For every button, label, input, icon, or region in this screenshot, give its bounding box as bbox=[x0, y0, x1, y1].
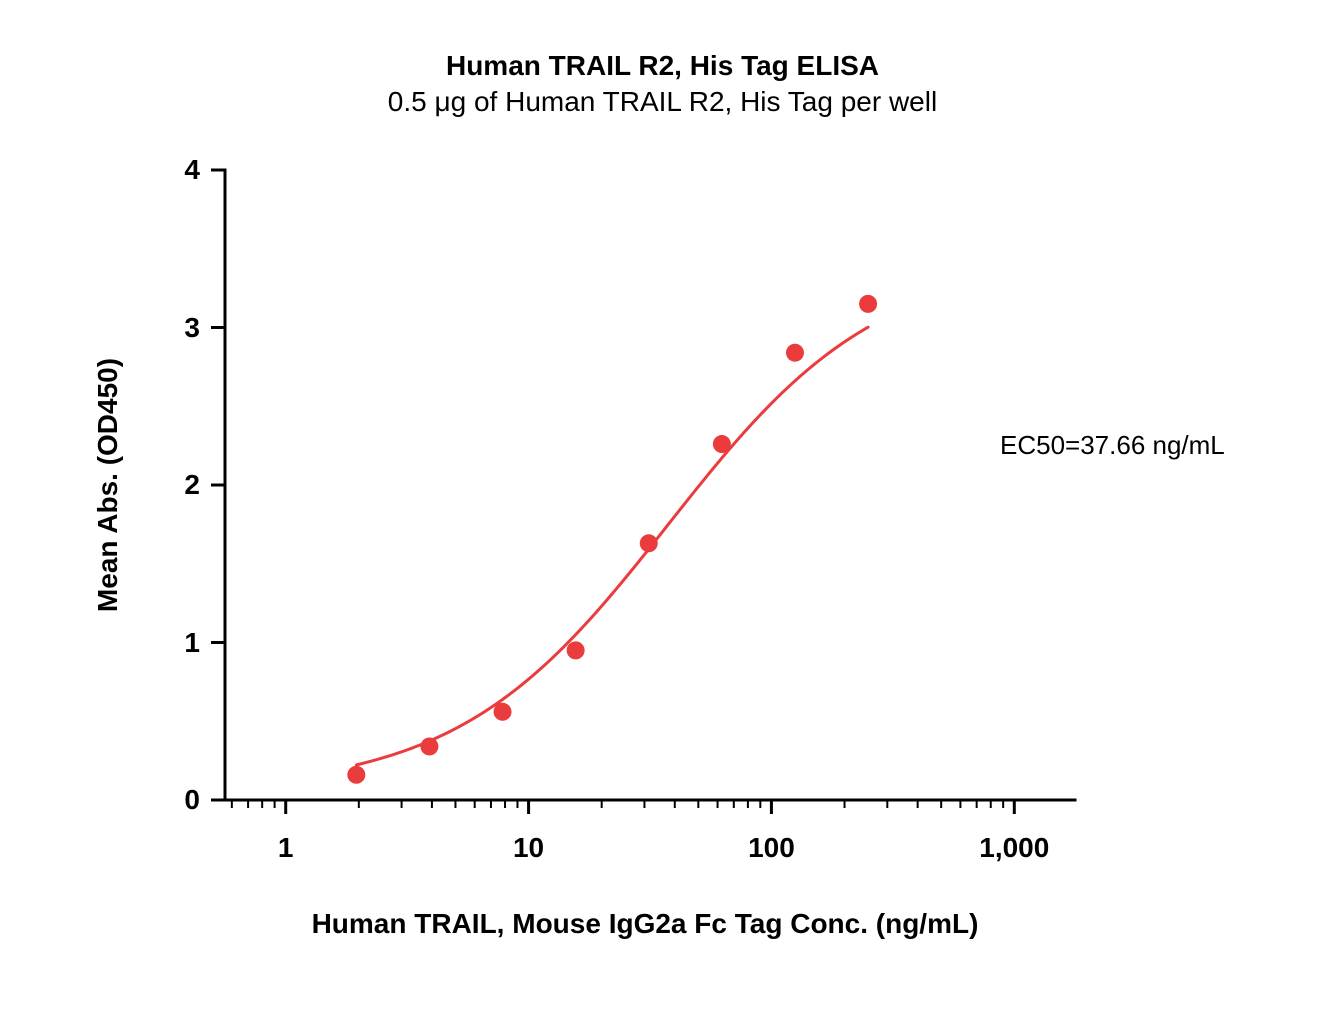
data-point bbox=[713, 435, 731, 453]
data-point bbox=[420, 737, 438, 755]
data-point bbox=[640, 534, 658, 552]
y-tick-label: 1 bbox=[184, 627, 200, 659]
data-point bbox=[786, 344, 804, 362]
x-tick-label: 100 bbox=[748, 832, 795, 864]
x-tick-label: 10 bbox=[513, 832, 544, 864]
fit-curve bbox=[356, 327, 868, 765]
x-tick-label: 1 bbox=[278, 832, 294, 864]
data-point bbox=[859, 295, 877, 313]
chart-stage: Human TRAIL R2, His Tag ELISA 0.5 μg of … bbox=[0, 0, 1325, 1032]
y-tick-label: 0 bbox=[184, 784, 200, 816]
y-tick-label: 3 bbox=[184, 312, 200, 344]
y-tick-label: 2 bbox=[184, 469, 200, 501]
data-point bbox=[494, 703, 512, 721]
x-tick-label: 1,000 bbox=[979, 832, 1049, 864]
data-point bbox=[567, 641, 585, 659]
y-tick-label: 4 bbox=[184, 154, 200, 186]
data-point bbox=[347, 766, 365, 784]
